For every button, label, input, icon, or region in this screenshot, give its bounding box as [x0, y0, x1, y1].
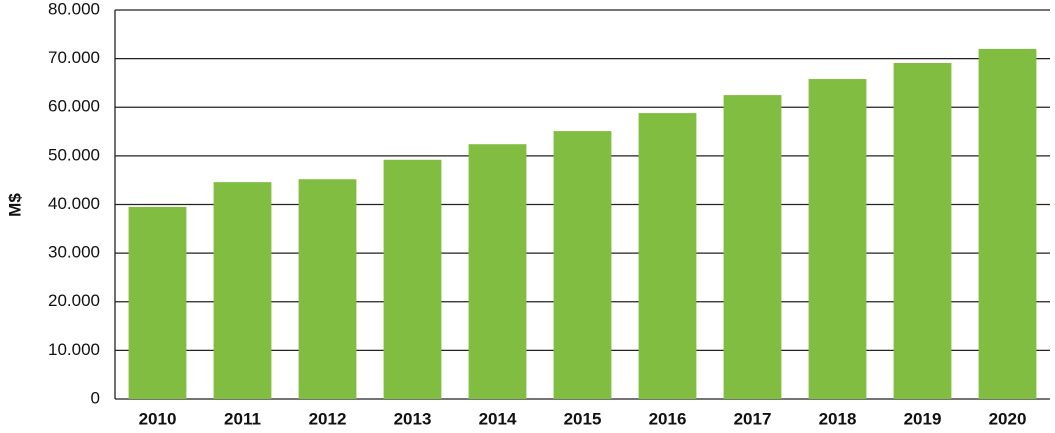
- y-tick-label: 30.000: [48, 243, 100, 262]
- y-tick-label: 40.000: [48, 194, 100, 213]
- x-tick-label: 2010: [139, 409, 177, 428]
- y-tick-label: 50.000: [48, 145, 100, 164]
- x-tick-label: 2013: [394, 409, 432, 428]
- bar: [808, 79, 867, 400]
- bar: [553, 131, 612, 400]
- x-tick-label: 2016: [649, 409, 687, 428]
- y-tick-label: 80.000: [48, 0, 100, 18]
- bar: [468, 144, 527, 399]
- bar: [723, 95, 782, 399]
- x-tick-label: 2015: [564, 409, 602, 428]
- y-tick-label: 60.000: [48, 97, 100, 116]
- y-tick-label: 70.000: [48, 48, 100, 67]
- x-tick-label: 2017: [734, 409, 772, 428]
- bar: [978, 48, 1037, 400]
- bar: [298, 179, 357, 399]
- y-tick-label: 20.000: [48, 291, 100, 310]
- bar: [893, 63, 952, 399]
- x-tick-label: 2019: [904, 409, 942, 428]
- bar: [383, 159, 442, 399]
- bar: [638, 113, 697, 400]
- bar: [128, 206, 187, 399]
- x-tick-label: 2014: [479, 409, 517, 428]
- y-tick-label: 10.000: [48, 340, 100, 359]
- bar: [213, 182, 272, 399]
- y-axis-label: M$: [5, 193, 24, 217]
- x-tick-label: 2012: [309, 409, 347, 428]
- x-tick-label: 2020: [989, 409, 1027, 428]
- x-tick-label: 2018: [819, 409, 857, 428]
- y-tick-label: 0: [91, 388, 100, 407]
- x-tick-label: 2011: [224, 409, 261, 428]
